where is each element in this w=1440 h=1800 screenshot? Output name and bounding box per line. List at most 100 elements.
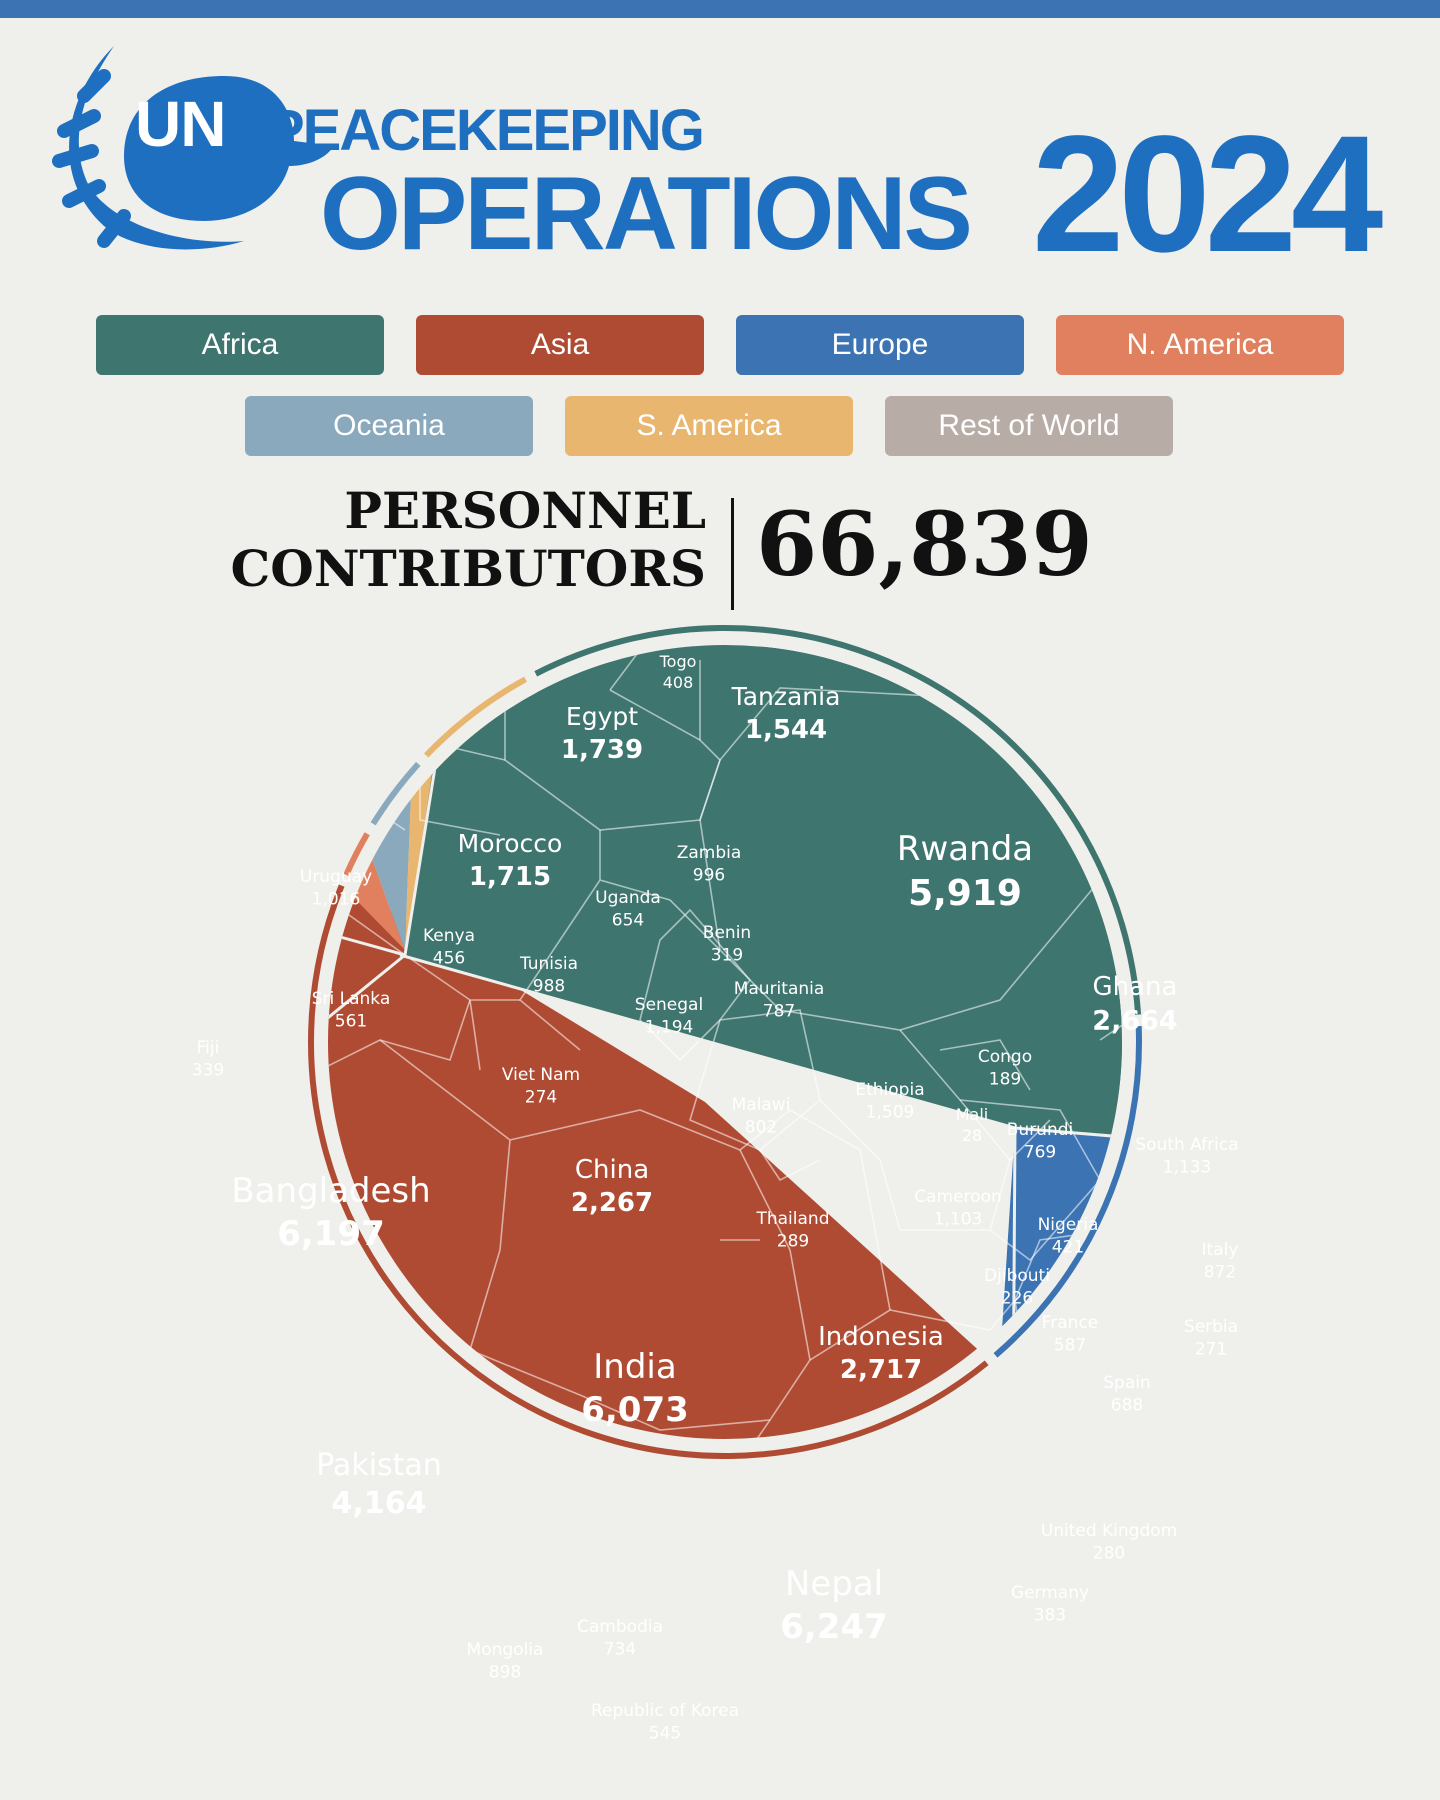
cell-boundary [1099, 998, 1122, 1181]
cell-value-zambia: 996 [693, 865, 725, 885]
cell-boundary [430, 1580, 570, 1680]
cell-value-nepal: 6,247 [780, 1607, 888, 1647]
summary-label-line1: PERSONNEL [344, 481, 706, 540]
cell-boundary [789, 1109, 891, 1311]
cell-boundary [518, 830, 721, 1051]
legend-item-europe: Europe [736, 315, 1024, 375]
cell-value-mali: 28 [962, 1126, 982, 1145]
top-bar [0, 0, 1440, 18]
cell-boundary [609, 649, 701, 740]
cell-mali: Mali 28 [956, 1105, 989, 1145]
cell-value-serbia: 271 [1195, 1339, 1227, 1359]
ring-n-america [343, 832, 370, 877]
cell-value-china: 2,267 [571, 1188, 653, 1218]
legend-item-s-america: S. America [565, 396, 853, 456]
cell-name-malawi: Malawi [732, 1095, 791, 1115]
cell-value-tunisia: 988 [533, 976, 565, 996]
region-asia [328, 875, 1000, 1439]
legend-item-africa: Africa [96, 315, 384, 375]
cell-boundary [205, 1030, 250, 1110]
cell-value-indonesia: 2,717 [840, 1355, 922, 1385]
cell-name-spain: Spain [1103, 1373, 1151, 1393]
cell-value-pakistan: 4,164 [332, 1486, 427, 1521]
cell-value-uganda: 654 [612, 910, 644, 930]
title-peacekeeping: PEACEKEEPING [266, 98, 705, 163]
summary-label: PERSONNEL CONTRIBUTORS [200, 481, 707, 598]
cell-value-united-kingdom: 280 [1093, 1543, 1125, 1563]
cell-name-ghana: Ghana [1093, 972, 1178, 1002]
cell-name-nepal: Nepal [785, 1564, 883, 1604]
cell-name-thailand: Thailand [755, 1209, 829, 1229]
cell-value-tanzania: 1,544 [745, 715, 827, 745]
cell-value-congo: 189 [989, 1069, 1021, 1089]
cell-value-mauritania: 787 [763, 1001, 795, 1021]
cell-name-mongolia: Mongolia [467, 1640, 544, 1660]
cell-name-benin: Benin [703, 923, 751, 943]
region-separator-other [328, 903, 406, 1142]
ring-africa [534, 625, 1142, 1015]
region-europe [999, 1019, 1122, 1370]
region-africa-core [405, 645, 1122, 1148]
cell-value-italy: 872 [1204, 1262, 1236, 1282]
cell-value-uruguay: 1,016 [312, 889, 361, 909]
cell-name-india: India [593, 1347, 676, 1387]
cell-name-congo: Congo [978, 1047, 1032, 1067]
cell-name-tanzania: Tanzania [731, 682, 841, 711]
region-oceania [358, 750, 413, 950]
cell-boundary [689, 1009, 821, 1151]
cell-boundary [469, 1149, 811, 1431]
cell-value-ghana: 2,664 [1092, 1005, 1177, 1036]
cell-name-zambia: Zambia [677, 843, 742, 863]
ring-europe [993, 1025, 1142, 1358]
cell-boundary [699, 687, 1111, 1031]
cell-value-france: 587 [1054, 1335, 1086, 1355]
region-separator-africa [399, 953, 1122, 1152]
region-africa [524, 645, 1122, 1042]
cell-boundary [404, 954, 520, 1071]
summary-label-line2: CONTRIBUTORS [230, 538, 707, 598]
title-year: 2024 [1032, 102, 1383, 287]
cell-name-morocco: Morocco [458, 829, 563, 858]
cell-name-china: China [575, 1155, 649, 1185]
region-s-america [405, 664, 525, 950]
ring-asia [308, 884, 989, 1459]
cell-value-egypt: 1,739 [561, 735, 643, 765]
cell-value-sri-lanka: 561 [335, 1011, 367, 1031]
cell-value-india: 6,073 [581, 1390, 689, 1430]
cell-name-united-kingdom: United Kingdom [1041, 1521, 1177, 1541]
cell-value-bangladesh: 6,197 [277, 1214, 385, 1254]
cell-name-sri-lanka: Sri Lanka [312, 989, 391, 1009]
cell-value-south-africa: 1,133 [1163, 1157, 1212, 1177]
cell-value-rwanda: 5,919 [908, 873, 1022, 914]
region-separator-europe [1011, 1127, 1017, 1439]
cell-boundary [939, 1039, 1051, 1161]
cell-boundary [504, 689, 721, 831]
cell-name-serbia: Serbia [1184, 1317, 1238, 1337]
cell-value-togo: 408 [663, 673, 694, 692]
cell-name-mauritania: Mauritania [734, 979, 825, 999]
title-operations: OPERATIONS [320, 156, 973, 272]
cell-value-senegal: 1,194 [645, 1017, 694, 1037]
cell-tanzania: Tanzania 1,544 [731, 682, 841, 745]
cell-value-benin: 319 [711, 945, 743, 965]
cell-boundary [379, 1039, 791, 1351]
cell-boundary [1014, 1229, 1122, 1439]
cell-value-ethiopia: 1,509 [866, 1102, 915, 1122]
